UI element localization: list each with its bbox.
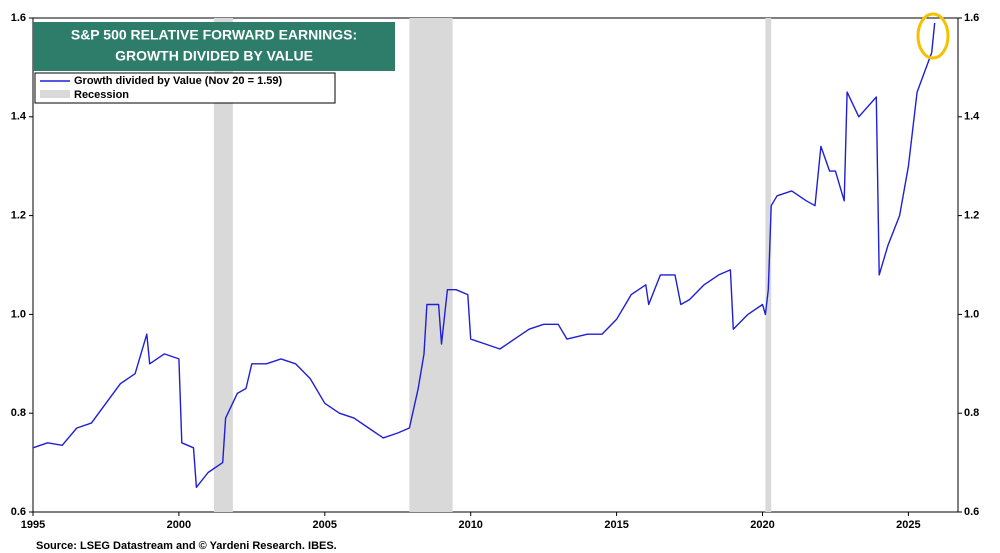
x-tick-label: 2010: [458, 519, 482, 531]
legend-label: Growth divided by Value (Nov 20 = 1.59): [74, 75, 282, 87]
chart-title: S&P 500 RELATIVE FORWARD EARNINGS:: [71, 27, 357, 43]
recession-band: [409, 18, 453, 512]
legend: [34, 72, 336, 104]
bands: [213, 18, 772, 512]
y-tick-label: 1.4: [11, 111, 27, 123]
y2-tick-label: 1.6: [964, 12, 979, 24]
x-tick-label: 1995: [21, 519, 45, 531]
series-line: [32, 22, 936, 488]
y2-tick-label: 0.6: [964, 506, 979, 518]
x-tick-label: 2005: [313, 519, 337, 531]
y2-tick-label: 1.4: [964, 111, 980, 123]
recession-band: [213, 18, 233, 512]
y-tick-label: 1.6: [11, 12, 26, 24]
y-tick-label: 0.6: [11, 506, 26, 518]
y-tick-label: 0.8: [11, 407, 26, 419]
y-tick-label: 1.0: [11, 308, 26, 320]
legend-label: Recession: [74, 89, 129, 101]
x-tick-label: 2025: [896, 519, 920, 531]
title-box: [33, 22, 395, 71]
y2-tick-label: 1.0: [964, 308, 979, 320]
highlight-circle: [916, 12, 950, 60]
x-tick-label: 2015: [604, 519, 628, 531]
y2-tick-label: 1.2: [964, 210, 979, 222]
y2-tick-label: 0.8: [964, 407, 979, 419]
lines: [32, 22, 936, 488]
recession-band: [765, 18, 772, 512]
axes: 0.6 0.6 0.8 0.8 1.0 1.0 1.2 1.2 1.4 1.4 1.6 1.6 1995…: [11, 12, 980, 531]
chart-title: GROWTH DIVIDED BY VALUE: [115, 48, 313, 64]
source: Source: LSEG Datastream and © Yardeni Re…: [36, 540, 337, 552]
x-tick-label: 2020: [750, 519, 774, 531]
legend-swatch: [40, 90, 70, 98]
y-tick-label: 1.2: [11, 210, 26, 222]
x-tick-label: 2000: [167, 519, 191, 531]
